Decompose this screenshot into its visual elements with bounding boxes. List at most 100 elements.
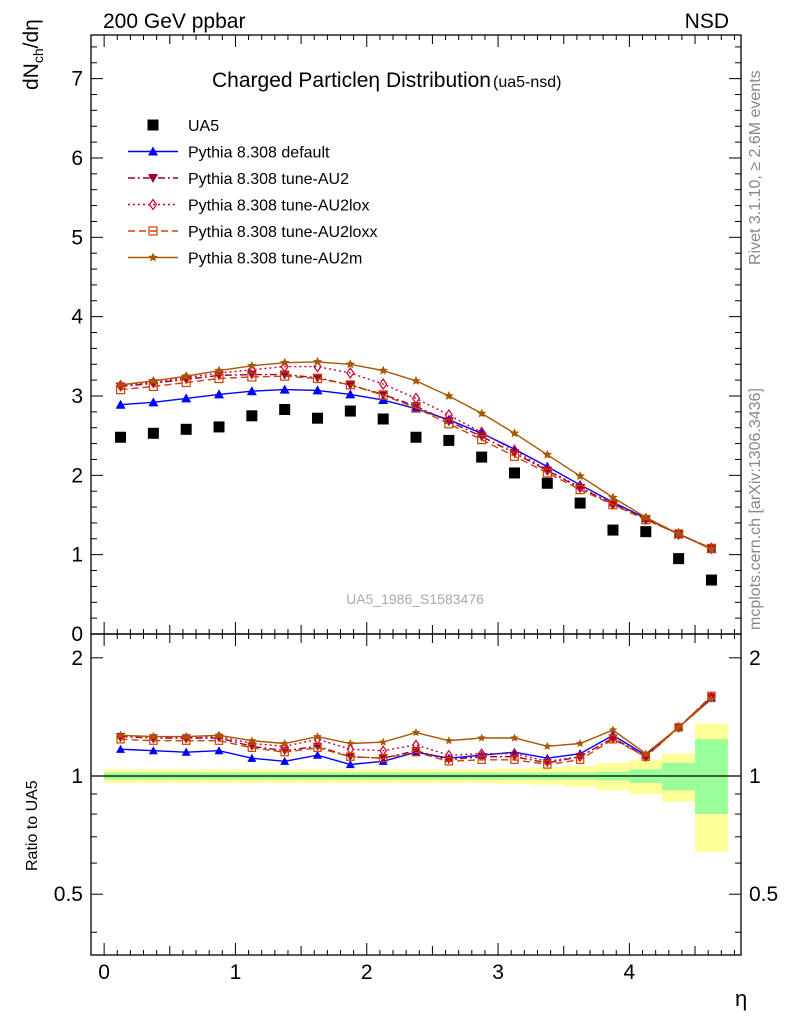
ratio-point	[608, 735, 618, 744]
series-0	[115, 403, 717, 586]
data-point	[410, 431, 422, 443]
ratio-point	[707, 694, 716, 703]
ratio-point	[116, 730, 125, 739]
ratio-point	[707, 691, 716, 703]
data-point	[181, 375, 192, 385]
ratio-point	[510, 755, 519, 764]
legend-marker	[148, 174, 158, 183]
legend-marker	[148, 198, 158, 211]
data-point	[214, 365, 224, 375]
header-left: 200 GeV ppbar	[103, 10, 245, 33]
data-point	[214, 373, 224, 384]
data-point	[673, 553, 685, 565]
legend-label: UA5	[188, 118, 219, 135]
data-point	[411, 375, 421, 385]
data-point	[312, 412, 324, 424]
data-point	[246, 410, 258, 422]
ratio-point	[181, 732, 191, 741]
ratio-point	[378, 754, 388, 763]
data-point	[607, 524, 619, 536]
ratio-point	[575, 739, 585, 748]
main-ylabel: dNch/dη	[20, 19, 46, 90]
legend-entry-5: Pythia 8.308 tune-AU2m	[128, 251, 362, 268]
chart-title: Charged Particleη Distribution (ua5-nsd)	[212, 69, 561, 92]
data-point	[312, 373, 323, 384]
ratio-point	[411, 747, 421, 757]
ratio-point	[148, 746, 158, 755]
legend-label: Pythia 8.308 tune-AU2lox	[188, 198, 369, 215]
data-point	[641, 512, 651, 522]
ratio-point	[116, 744, 126, 753]
legend-label: Pythia 8.308 tune-AU2m	[188, 251, 362, 268]
rivet-label: Rivet 3.1.10, ≥ 2.6M events	[747, 70, 764, 265]
legend-marker	[147, 119, 159, 131]
y-tick-label: 6	[71, 147, 83, 170]
ratio-point	[181, 747, 191, 756]
ratio-point	[280, 740, 289, 752]
ratio-point	[510, 733, 519, 742]
data-point	[312, 385, 323, 395]
ratio-line	[120, 698, 712, 755]
ratio-point	[411, 728, 421, 737]
svg-text:Ratio to UA5: Ratio to UA5	[24, 780, 41, 871]
ratio-point	[444, 749, 453, 761]
y-tick-label: 4	[71, 306, 83, 329]
data-point	[115, 379, 126, 389]
data-point	[707, 542, 716, 555]
ratio-point	[608, 725, 618, 734]
data-point	[247, 360, 257, 370]
ratio-point	[378, 737, 388, 746]
ratio-point	[247, 743, 257, 752]
ratio-point	[280, 756, 290, 765]
y-tick-label: 5	[71, 226, 83, 249]
ratio-point	[543, 755, 552, 767]
data-point	[345, 389, 356, 399]
y-tick-label: 2	[71, 464, 83, 487]
svg-text:Rivet 3.1.10, ≥ 2.6M events: Rivet 3.1.10, ≥ 2.6M events	[747, 70, 764, 265]
y-tick-label: 3	[71, 385, 83, 408]
ratio-point	[280, 747, 289, 757]
data-point	[673, 529, 684, 539]
main-y-ticks: 0 1 2 3 4 5 6 7	[71, 46, 741, 646]
data-point	[443, 434, 455, 446]
data-point	[477, 435, 487, 445]
data-point	[542, 449, 553, 459]
data-point	[378, 390, 388, 400]
x-tick-label: 3	[492, 961, 504, 984]
ratio-panel	[91, 691, 741, 853]
mcplots-label: mcplots.cern.ch [arXiv:1306.3436]	[747, 388, 764, 630]
data-point	[705, 574, 717, 586]
ratio-point	[313, 750, 323, 759]
series-3	[116, 360, 716, 555]
y-tick-label: 0.5	[749, 883, 778, 906]
ratio-point	[214, 746, 224, 755]
data-point	[345, 359, 356, 369]
ratio-point	[477, 755, 486, 764]
data-point	[148, 375, 159, 385]
data-point	[574, 497, 586, 509]
data-point	[279, 357, 290, 367]
ratio-point	[543, 760, 552, 769]
legend-label: Pythia 8.308 tune-AU2loxx	[188, 224, 377, 241]
data-point	[147, 427, 159, 439]
header-right: NSD	[685, 10, 729, 33]
series-line	[120, 361, 712, 550]
data-point	[345, 380, 355, 390]
data-point	[476, 408, 487, 418]
data-point	[608, 500, 618, 510]
y-tick-label: 2	[749, 647, 761, 670]
data-point	[508, 467, 520, 479]
ratio-point	[412, 739, 420, 751]
svg-text:mcplots.cern.ch [arXiv:1306.34: mcplots.cern.ch [arXiv:1306.3436]	[747, 388, 764, 630]
data-point	[181, 377, 191, 388]
data-point	[476, 451, 488, 463]
ratio-point	[576, 751, 585, 763]
y-tick-label: 7	[71, 68, 83, 91]
ratio-point	[313, 732, 322, 741]
legend-marker	[148, 146, 158, 156]
ratio-point	[444, 757, 454, 766]
data-point	[246, 386, 257, 396]
data-point	[444, 419, 454, 429]
data-point	[279, 370, 290, 380]
watermark: UA5_1986_S1583476	[346, 591, 484, 607]
